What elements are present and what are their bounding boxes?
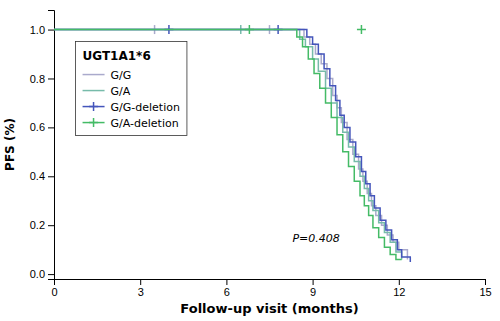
legend-item: G/G: [83, 69, 132, 82]
y-axis-tick: 0.0: [30, 268, 54, 280]
x-axis-tick: 9: [310, 279, 316, 298]
survival-curve: [54, 30, 407, 260]
legend-marker: [89, 118, 98, 127]
chart: 0 3 6 9 12 15 0.0 0.2 0.4 0.6 0.8 1.0 Follow-up visi…: [0, 0, 500, 321]
x-axis: 0 3 6 9 12 15: [51, 279, 491, 298]
legend-swatch: [83, 90, 105, 92]
x-axis-tick-mark: [399, 279, 400, 285]
y-axis-tick-label: 0.8: [30, 72, 45, 84]
y-axis-tick-label: 0.4: [30, 170, 45, 182]
x-axis-tick-label: 15: [479, 286, 491, 298]
y-axis-tick-label: 1.0: [30, 24, 45, 36]
y-axis-tick-mark: [48, 176, 54, 177]
survival-curve: [54, 30, 410, 262]
legend-item: G/A: [83, 85, 131, 98]
legend-label: G/A-deletion: [111, 117, 179, 130]
censor-mark: [245, 25, 254, 34]
legend-title: UGT1A1*6: [83, 49, 151, 63]
x-axis-tick-label: 9: [310, 286, 316, 298]
annotation: P=0.408: [292, 232, 339, 245]
y-axis-tick-mark: [48, 274, 54, 275]
x-axis-tick-label: 0: [51, 286, 57, 298]
x-axis-tick: 6: [224, 279, 230, 298]
y-axis-tick-label: 0.2: [30, 219, 45, 231]
y-axis: 0.0 0.2 0.4 0.6 0.8 1.0: [30, 11, 55, 281]
y-axis-tick: 0.8: [30, 72, 54, 84]
x-axis-tick: 15: [479, 279, 491, 298]
legend-label: G/G-deletion: [111, 101, 180, 114]
x-axis-tick: 12: [393, 279, 405, 298]
survival-curve: [54, 30, 402, 260]
plot-area: [54, 25, 410, 262]
y-axis-line: [48, 11, 55, 280]
y-axis-tick-mark: [48, 225, 54, 226]
y-axis-tick-label: 0.6: [30, 121, 45, 133]
y-axis-tick: 0.2: [30, 219, 54, 231]
x-axis-tick: 3: [138, 279, 144, 298]
y-axis-tick-mark: [48, 127, 54, 128]
y-axis-tick: 0.6: [30, 121, 54, 133]
legend-swatch: [83, 74, 105, 76]
x-axis-tick-label: 6: [224, 286, 230, 298]
censor-mark: [357, 25, 366, 34]
x-axis-tick-mark: [226, 279, 227, 285]
x-axis-title: Follow-up visit (months): [180, 301, 358, 316]
legend-frame: [76, 42, 187, 136]
y-axis-tick-label: 0.0: [30, 268, 45, 280]
x-axis-tick-mark: [313, 279, 314, 285]
y-axis-tick-mark: [48, 30, 54, 31]
legend-label: G/G: [111, 69, 132, 82]
x-axis-tick-mark: [140, 279, 141, 285]
y-axis-tick: 1.0: [30, 24, 54, 36]
survival-curve: [54, 30, 402, 260]
x-axis-line: [55, 280, 486, 286]
x-axis-tick-label: 3: [138, 286, 144, 298]
legend-marker: [89, 102, 98, 111]
legend-item: G/A-deletion: [83, 117, 179, 130]
x-axis-tick-label: 12: [393, 286, 405, 298]
y-axis-title: PFS (%): [3, 118, 17, 171]
y-axis-tick-mark: [48, 78, 54, 79]
x-axis-tick: 0: [51, 279, 57, 298]
legend-item: G/G-deletion: [83, 101, 180, 114]
legend: UGT1A1*6 G/G G/A G/G-deletion G/A-deletion: [76, 42, 187, 136]
x-axis-tick-mark: [485, 279, 486, 285]
y-axis-tick: 0.4: [30, 170, 54, 182]
legend-label: G/A: [111, 85, 131, 98]
